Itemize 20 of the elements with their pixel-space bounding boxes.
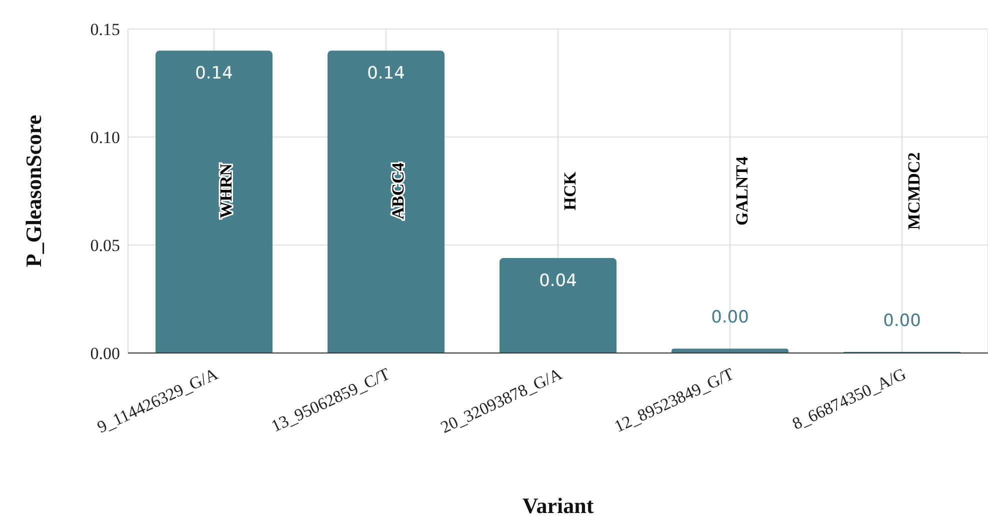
y-tick-label: 0.15 <box>90 20 120 40</box>
data-label: 0.14 <box>367 64 405 84</box>
data-label: 0.00 <box>711 308 749 328</box>
y-tick-label: 0.05 <box>90 236 120 256</box>
bar <box>156 50 273 353</box>
annotation: WHRN <box>216 162 236 218</box>
data-label: 0.00 <box>883 310 921 331</box>
annotation: GALNT4 <box>732 156 752 226</box>
data-label: 0.14 <box>195 64 233 84</box>
x-axis-title: Variant <box>522 493 594 518</box>
bar <box>500 258 617 353</box>
data-label: 0.04 <box>539 270 577 291</box>
y-tick-label: 0.00 <box>90 344 120 364</box>
y-axis-title: P_GleasonScore <box>20 114 46 268</box>
bar <box>328 50 445 353</box>
annotation: MCMDC2 <box>904 152 924 230</box>
y-tick-label: 0.10 <box>90 128 120 148</box>
annotation: HCK <box>560 170 580 210</box>
bar <box>672 348 789 353</box>
annotation: ABCC4 <box>388 162 408 220</box>
